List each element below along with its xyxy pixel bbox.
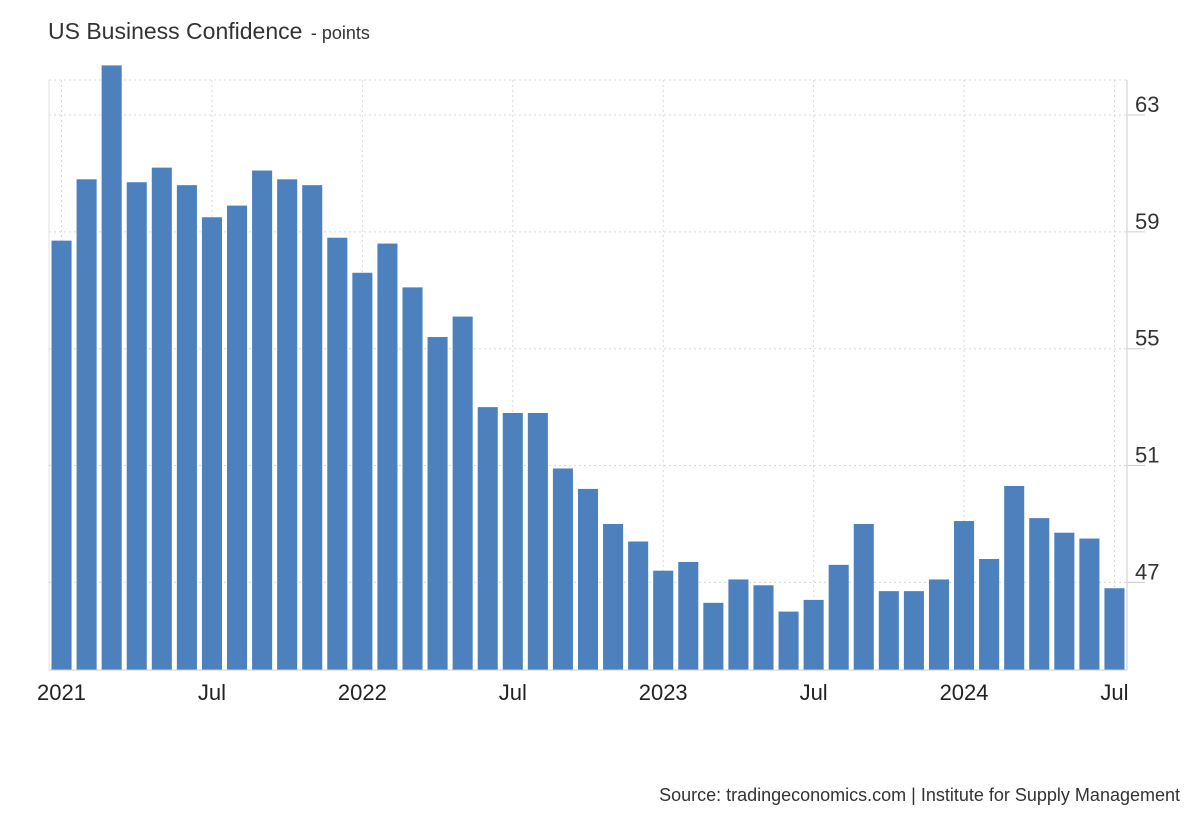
bar: [753, 585, 774, 670]
bar-series: [51, 65, 1125, 671]
y-tick-label: 51: [1135, 443, 1159, 468]
bar: [352, 272, 373, 670]
x-tick-label: 2022: [338, 680, 387, 705]
bar: [151, 167, 172, 670]
bar: [1054, 532, 1075, 670]
x-tick-label: Jul: [198, 680, 226, 705]
y-tick-label: 55: [1135, 326, 1159, 351]
bar: [51, 240, 72, 670]
bar: [502, 412, 523, 670]
bar: [828, 564, 849, 670]
bar: [402, 287, 423, 670]
bar: [427, 337, 448, 670]
bar: [954, 521, 975, 670]
bar: [778, 611, 799, 670]
bar: [302, 185, 323, 670]
bar: [1029, 518, 1050, 670]
bar: [678, 561, 699, 670]
x-tick-label: Jul: [800, 680, 828, 705]
bar: [277, 179, 298, 670]
bar: [76, 179, 97, 670]
bar: [803, 599, 824, 670]
bar: [603, 523, 624, 670]
bar: [653, 570, 674, 670]
y-axis-ticks: 47 51 55 59 63: [1127, 92, 1159, 584]
bar: [628, 541, 649, 670]
bar: [1004, 485, 1025, 670]
bar: [101, 65, 122, 670]
bar: [176, 185, 197, 670]
chart-subtitle: - points: [310, 23, 370, 43]
y-tick-label: 63: [1135, 92, 1159, 117]
bar: [126, 182, 147, 671]
source-note: Source: tradingeconomics.com | Institute…: [659, 785, 1180, 805]
x-tick-label: 2023: [639, 680, 688, 705]
bar: [201, 217, 222, 670]
x-axis-ticks: 2021 Jul 2022 Jul 2023 Jul 2024 Jul: [37, 680, 1128, 705]
chart-title-block: US Business Confidence - points: [48, 18, 370, 45]
y-tick-label: 59: [1135, 209, 1159, 234]
bar: [327, 237, 348, 670]
bar: [728, 579, 749, 670]
bar: [227, 205, 248, 670]
bar: [928, 579, 950, 670]
bar: [452, 316, 473, 670]
bar: [1079, 538, 1100, 670]
x-tick-label: 2024: [940, 680, 989, 705]
bar: [1104, 588, 1125, 670]
x-tick-label: Jul: [499, 680, 527, 705]
x-tick-label: Jul: [1100, 680, 1128, 705]
bar: [527, 412, 548, 670]
bar: [552, 468, 573, 670]
y-tick-label: 47: [1135, 559, 1159, 584]
bar: [252, 170, 273, 671]
bar: [853, 523, 874, 670]
bar: [577, 488, 599, 670]
bar: [979, 559, 1000, 670]
axes: [48, 80, 1128, 671]
chart-title: US Business Confidence: [48, 18, 303, 44]
bar: [878, 591, 899, 670]
bar: [377, 243, 398, 670]
bar: [903, 591, 924, 670]
x-tick-label: 2021: [37, 680, 86, 705]
bar: [477, 407, 498, 670]
bar: [703, 602, 724, 670]
